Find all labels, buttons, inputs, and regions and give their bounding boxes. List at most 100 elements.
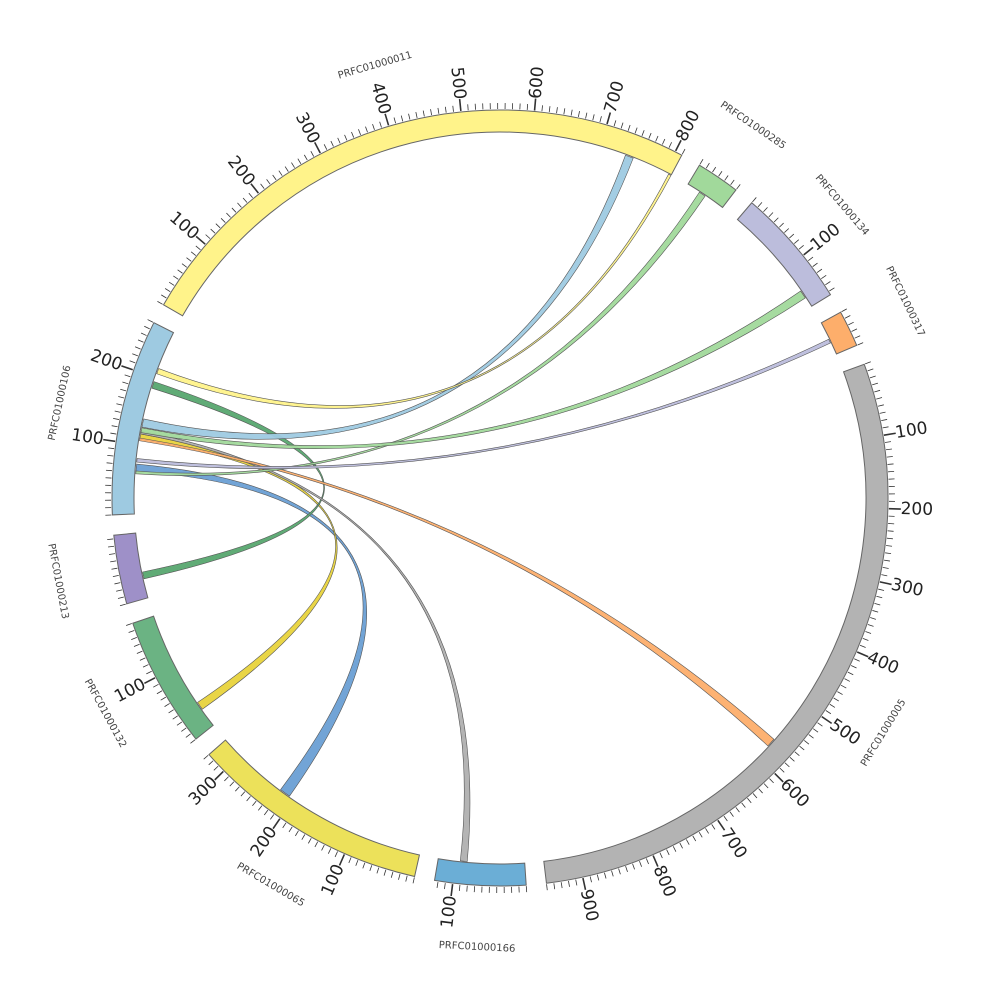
segment-label-prfc01000106: PRFC01000106 xyxy=(47,364,74,441)
minor-tick xyxy=(156,690,163,695)
tick-label: 400 xyxy=(864,647,902,678)
minor-tick xyxy=(393,117,397,124)
minor-tick xyxy=(195,245,201,251)
minor-tick xyxy=(859,644,866,648)
minor-tick xyxy=(884,441,892,443)
minor-tick xyxy=(648,132,652,139)
minor-tick xyxy=(613,120,617,127)
tick-label: 700 xyxy=(716,824,751,862)
minor-tick xyxy=(444,883,446,890)
segment-prfc01000065[interactable] xyxy=(208,739,421,878)
minor-tick xyxy=(334,851,338,858)
minor-tick xyxy=(181,727,187,732)
minor-tick xyxy=(865,361,871,365)
minor-tick xyxy=(798,245,804,250)
link-prfc01000005-prfc01000106[interactable] xyxy=(139,437,775,747)
minor-tick xyxy=(747,797,752,804)
minor-tick xyxy=(122,381,129,385)
minor-tick xyxy=(840,684,847,689)
minor-tick xyxy=(730,179,735,185)
minor-tick xyxy=(131,637,137,640)
minor-tick xyxy=(546,884,548,891)
minor-tick xyxy=(307,837,312,844)
minor-tick xyxy=(793,239,800,244)
link-prfc01000065-prfc01000106[interactable] xyxy=(135,463,367,797)
tick-label: 600 xyxy=(526,66,549,100)
minor-tick xyxy=(784,228,790,233)
link-prfc01000106-prfc01000011[interactable] xyxy=(141,154,634,440)
minor-tick xyxy=(160,696,167,701)
minor-tick xyxy=(330,140,334,147)
minor-tick xyxy=(877,404,884,407)
segment-prfc01000166[interactable] xyxy=(433,858,527,887)
segment-prfc01000011[interactable] xyxy=(162,109,683,317)
minor-tick xyxy=(422,110,425,117)
minor-tick xyxy=(405,875,408,882)
major-tick xyxy=(774,772,784,783)
minor-tick xyxy=(712,166,717,173)
minor-tick xyxy=(466,885,468,892)
minor-tick xyxy=(144,325,150,330)
minor-tick xyxy=(825,281,831,286)
minor-tick xyxy=(757,202,763,208)
minor-tick xyxy=(297,158,302,165)
minor-tick xyxy=(133,643,140,647)
segment-prfc01000134[interactable] xyxy=(736,202,832,307)
minor-tick xyxy=(829,703,836,708)
major-tick xyxy=(250,183,260,194)
minor-tick xyxy=(768,212,774,218)
segment-prfc01000005[interactable] xyxy=(543,363,889,884)
minor-tick xyxy=(248,192,253,199)
link-prfc01000106-prfc01000011[interactable] xyxy=(156,173,672,409)
minor-tick xyxy=(711,824,716,830)
minor-tick xyxy=(119,603,126,607)
minor-tick xyxy=(185,733,191,738)
tick-label: 100 xyxy=(894,418,929,443)
minor-tick xyxy=(242,197,248,203)
minor-tick xyxy=(763,207,768,213)
segment-prfc01000213[interactable] xyxy=(113,532,149,605)
major-tick xyxy=(582,877,587,890)
minor-tick xyxy=(769,778,774,784)
minor-tick xyxy=(692,835,697,842)
minor-tick xyxy=(661,138,666,145)
segment-prfc01000285[interactable] xyxy=(687,164,737,209)
minor-tick xyxy=(666,849,670,856)
link-prfc01000106-prfc01000134[interactable] xyxy=(140,290,806,449)
tick-label: 100 xyxy=(70,425,105,450)
minor-tick xyxy=(639,860,642,867)
minor-tick xyxy=(655,135,659,142)
minor-tick xyxy=(876,397,883,400)
minor-tick xyxy=(887,530,894,532)
minor-tick xyxy=(844,315,851,319)
minor-tick xyxy=(872,382,879,386)
minor-tick xyxy=(408,113,411,120)
segment-prfc01000132[interactable] xyxy=(132,615,214,740)
minor-tick xyxy=(303,154,308,161)
segment-prfc01000317[interactable] xyxy=(820,311,858,355)
minor-tick xyxy=(263,809,269,816)
labels-layer: PRFC01000106 PRFC01000011 PRFC01000285 PRFC… xyxy=(45,50,926,955)
minor-tick xyxy=(430,109,433,116)
minor-tick xyxy=(208,760,214,766)
link-prfc01000106-prfc01000317[interactable] xyxy=(136,338,831,470)
minor-tick xyxy=(679,842,683,849)
link-prfc01000213-prfc01000106[interactable] xyxy=(142,381,325,580)
major-tick xyxy=(879,581,892,586)
minor-tick xyxy=(153,683,159,688)
minor-tick xyxy=(215,223,221,229)
segment-prfc01000106[interactable] xyxy=(111,322,175,516)
minor-tick xyxy=(240,791,246,797)
minor-tick xyxy=(231,207,237,213)
minor-tick xyxy=(444,106,447,113)
minor-tick xyxy=(812,728,819,733)
minor-tick xyxy=(841,308,847,313)
tick-label: 400 xyxy=(366,80,394,117)
minor-tick xyxy=(879,411,886,414)
minor-tick xyxy=(577,111,580,118)
link-prfc01000166-prfc01000106[interactable] xyxy=(140,430,471,862)
minor-tick xyxy=(129,360,136,364)
minor-tick xyxy=(885,448,893,451)
tick-label: 300 xyxy=(291,109,324,147)
minor-tick xyxy=(124,374,131,378)
